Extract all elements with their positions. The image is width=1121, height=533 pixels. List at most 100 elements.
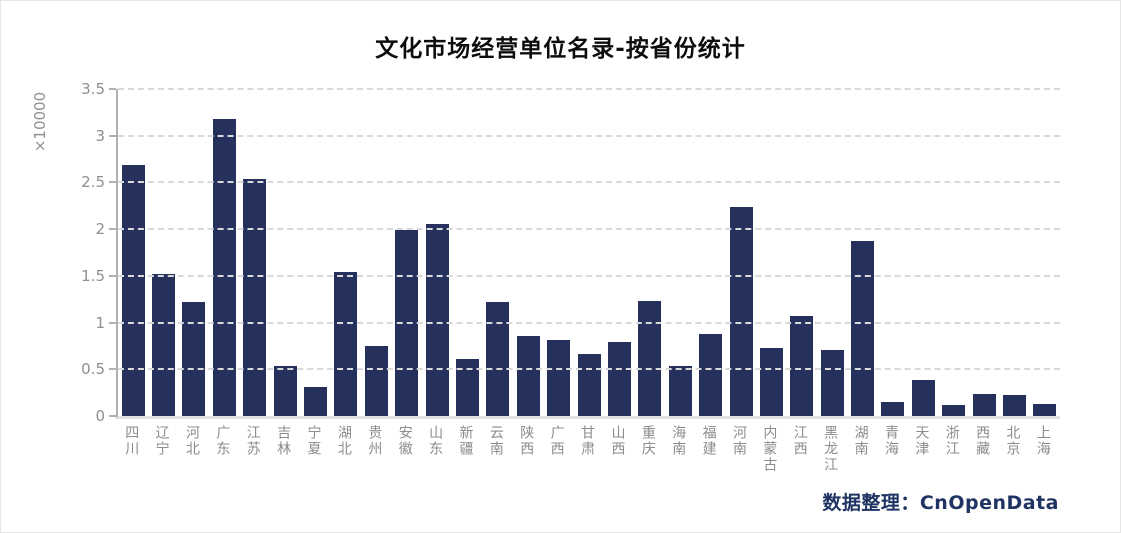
x-label-slot: 青海 (876, 425, 906, 457)
x-label-slot: 辽宁 (146, 425, 176, 457)
x-label-slot: 河北 (177, 425, 207, 457)
bar-slot (179, 89, 209, 416)
bar-slot (422, 89, 452, 416)
bar-slot (148, 89, 178, 416)
x-label-slot: 山东 (420, 425, 450, 457)
x-axis-label: 广西 (548, 425, 565, 457)
bar-slot (604, 89, 634, 416)
y-tick-label: 3 (95, 126, 105, 145)
bar (455, 359, 479, 416)
gridline (118, 134, 1060, 137)
x-axis-label: 海南 (670, 425, 687, 457)
bar (212, 118, 236, 416)
x-label-slot: 江西 (785, 425, 815, 457)
bar (668, 366, 692, 416)
bar-slot (787, 89, 817, 416)
bar (638, 301, 662, 416)
x-axis-label: 上海 (1034, 425, 1051, 457)
plot-area (116, 88, 1060, 419)
y-tick-mark (109, 134, 116, 137)
y-tick-mark (109, 88, 116, 90)
x-label-slot: 河南 (724, 425, 754, 457)
bar-slot (574, 89, 604, 416)
x-label-slot: 内蒙古 (754, 425, 784, 473)
bar-slot (331, 89, 361, 416)
x-axis-label: 河北 (183, 425, 200, 457)
x-label-slot: 四川 (116, 425, 146, 457)
bar (1003, 395, 1027, 416)
bar-slot (665, 89, 695, 416)
bar-slot (695, 89, 725, 416)
bar (364, 345, 388, 416)
gridline (118, 368, 1060, 371)
bar-slot (452, 89, 482, 416)
bar (759, 347, 783, 416)
x-label-slot: 贵州 (359, 425, 389, 457)
x-label-slot: 广西 (541, 425, 571, 457)
x-axis-label: 山西 (609, 425, 626, 457)
y-tick-mark (109, 181, 116, 184)
x-axis-label: 西藏 (974, 425, 991, 457)
x-axis-labels: 四川 辽宁 河北 广东 江苏 吉林 宁夏 湖北 贵州 安徽 山东 新疆 云南 陕西 广西 甘肃 山西 重庆 海南 福建… (116, 425, 1058, 473)
bar-slot (118, 89, 148, 416)
bar-slot (1030, 89, 1060, 416)
x-axis-label: 云南 (487, 425, 504, 457)
x-label-slot: 山西 (602, 425, 632, 457)
x-label-slot: 黑龙江 (815, 425, 845, 473)
x-axis-label: 黑龙江 (822, 425, 839, 473)
x-label-slot: 安徽 (390, 425, 420, 457)
x-label-slot: 云南 (481, 425, 511, 457)
bar (152, 274, 176, 416)
bar (820, 349, 844, 416)
x-label-slot: 浙江 (937, 425, 967, 457)
x-axis-label: 北京 (1004, 425, 1021, 457)
bar-slot (240, 89, 270, 416)
x-label-slot: 陕西 (511, 425, 541, 457)
x-axis-label: 宁夏 (305, 425, 322, 457)
x-label-slot: 西藏 (967, 425, 997, 457)
bar (425, 223, 449, 416)
x-axis-label: 浙江 (943, 425, 960, 457)
chart-title: 文化市场经营单位名录-按省份统计 (375, 36, 746, 62)
gridline (118, 88, 1060, 90)
bar-slot (726, 89, 756, 416)
y-tick-mark (109, 228, 116, 231)
x-axis-label: 江西 (791, 425, 808, 457)
bar-slot (635, 89, 665, 416)
bar (607, 342, 631, 416)
y-tick-mark (109, 321, 116, 324)
x-axis-label: 贵州 (366, 425, 383, 457)
x-label-slot: 湖南 (845, 425, 875, 457)
x-axis-label: 江苏 (244, 425, 261, 457)
bar-slot (939, 89, 969, 416)
bar-slot (543, 89, 573, 416)
y-tick-mark (109, 274, 116, 277)
gridline (118, 228, 1060, 231)
x-label-slot: 天津 (906, 425, 936, 457)
y-tick-mark (109, 415, 116, 417)
x-axis-label: 福建 (700, 425, 717, 457)
bar (273, 365, 297, 416)
bar (486, 302, 510, 416)
bar (243, 178, 267, 416)
x-axis-label: 四川 (123, 425, 140, 457)
x-axis-label: 甘肃 (579, 425, 596, 457)
bar (790, 316, 814, 416)
x-label-slot: 上海 (1028, 425, 1058, 457)
bar (942, 404, 966, 416)
bar-slot (969, 89, 999, 416)
x-label-slot: 甘肃 (572, 425, 602, 457)
y-tick-label: 2.5 (81, 173, 105, 192)
x-axis-label: 安徽 (396, 425, 413, 457)
bar (1033, 403, 1057, 416)
gridline (118, 321, 1060, 324)
bar-slot (300, 89, 330, 416)
bar-slot (847, 89, 877, 416)
y-tick-label: 2 (95, 220, 105, 239)
bar-slot (908, 89, 938, 416)
bar (851, 241, 875, 416)
bar (729, 206, 753, 416)
bar (577, 354, 601, 416)
x-axis-label: 天津 (913, 425, 930, 457)
bar (334, 272, 358, 416)
